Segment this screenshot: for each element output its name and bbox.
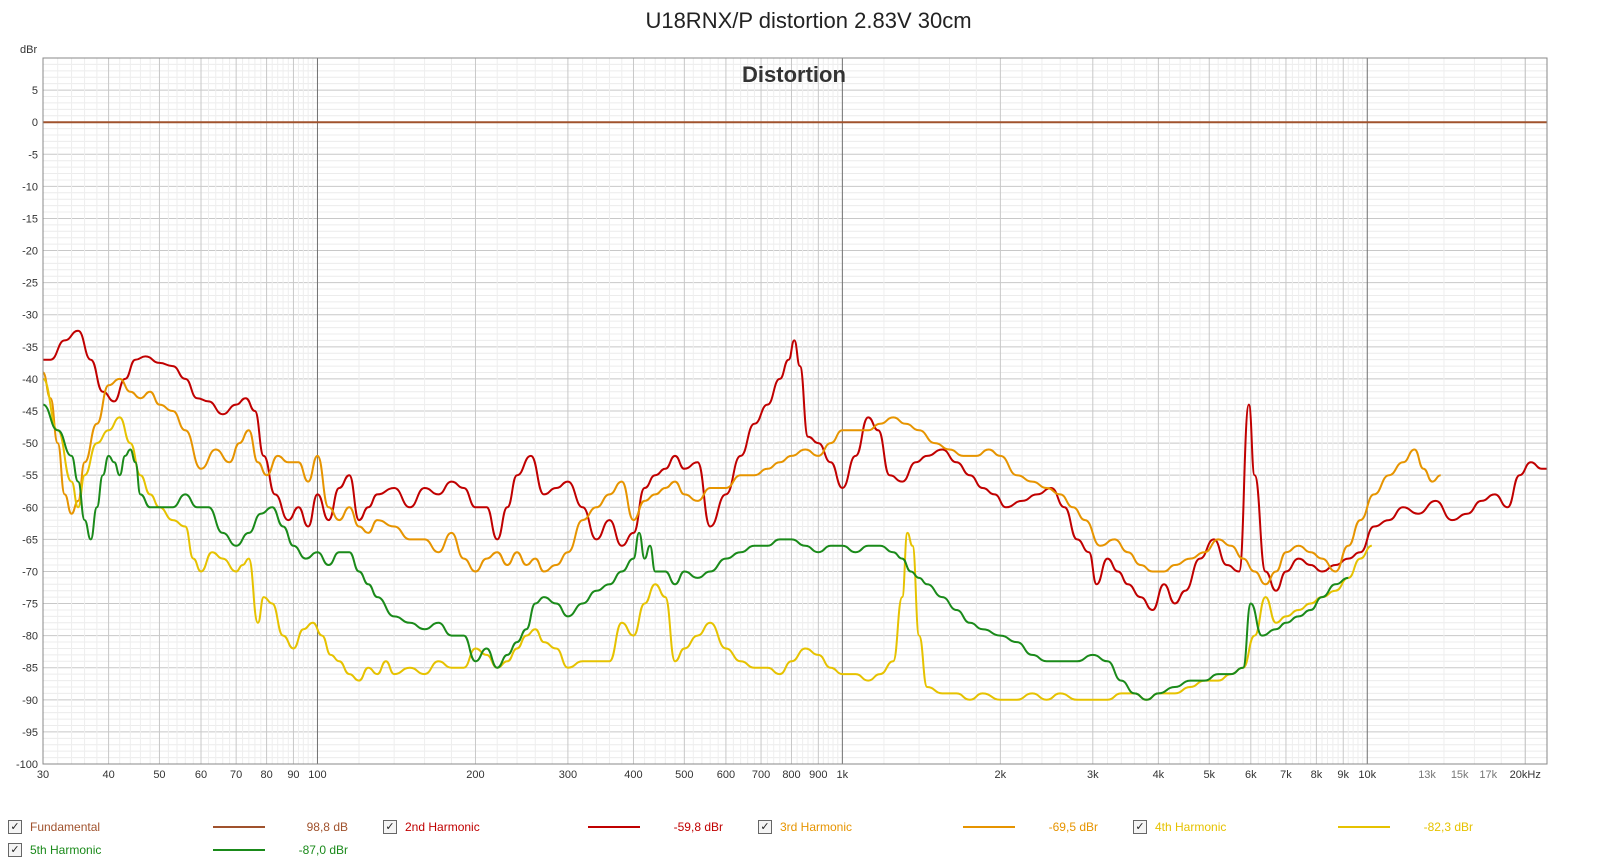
x-tick-label: 900 [809,769,827,781]
x-tick-label: 5k [1203,769,1215,781]
legend-value: 98,8 dB [306,820,348,834]
x-tick-label: 3k [1087,769,1099,781]
x-tick-label: 40 [102,769,114,781]
x-tick-label: 13k [1418,769,1436,781]
legend-value: -59,8 dBr [673,820,723,834]
legend-label: 5th Harmonic [30,843,102,857]
y-tick-label: -5 [28,149,38,161]
x-tick-label: 1k [837,769,849,781]
x-tick-label: 500 [675,769,693,781]
series-line-4th-harmonic [42,377,1373,701]
legend-swatch-4th-harmonic [1338,826,1390,828]
x-tick-label: 800 [782,769,800,781]
y-tick-label: 5 [32,85,38,97]
x-tick-label: 400 [624,769,642,781]
legend-swatch-2nd-harmonic [588,826,640,828]
y-tick-label: -40 [22,374,38,386]
x-tick-label: 2k [995,769,1007,781]
y-axis-label: dBr [20,44,37,56]
x-tick-label: 4k [1153,769,1165,781]
legend-checkbox-4th-harmonic[interactable]: ✓ [1133,820,1147,834]
x-tick-label: 700 [752,769,770,781]
x-tick-label: 200 [466,769,484,781]
y-tick-label: -25 [22,278,38,290]
legend-label: 2nd Harmonic [405,820,480,834]
y-tick-label: -65 [22,534,38,546]
grid [42,57,1548,765]
y-tick-label: -55 [22,470,38,482]
y-tick-label: -20 [22,246,38,258]
legend-item-5th-harmonic[interactable]: ✓ 5th Harmonic [8,840,101,860]
x-tick-label: 10k [1358,769,1376,781]
x-tick-label: 70 [230,769,242,781]
legend-swatch-5th-harmonic [213,849,265,851]
y-tick-label: -80 [22,631,38,643]
x-axis-ticks: 30 40 50 60 70 80 90 100 200 300 400 500 600 700 800 90… [37,769,1541,781]
plot-inner-title: Distortion [742,62,846,87]
series-line-5th-harmonic [42,403,1349,701]
y-tick-label: -45 [22,406,38,418]
legend-item-fundamental[interactable]: ✓ Fundamental [8,817,100,837]
x-tick-label: 90 [287,769,299,781]
x-tick-label: 50 [153,769,165,781]
y-tick-label: 0 [32,117,38,129]
y-tick-label: -95 [22,727,38,739]
y-tick-label: -35 [22,342,38,354]
y-tick-label: -90 [22,695,38,707]
legend-checkbox-3rd-harmonic[interactable]: ✓ [758,820,772,834]
x-tick-label: 20kHz [1510,769,1541,781]
series-line-3rd-harmonic [42,371,1441,586]
y-tick-label: -30 [22,310,38,322]
x-tick-label: 80 [260,769,272,781]
y-tick-label: -15 [22,213,38,225]
series-lines [42,121,1547,701]
x-tick-label: 8k [1311,769,1323,781]
y-tick-label: -60 [22,502,38,514]
legend-label: Fundamental [30,820,101,834]
x-tick-label: 100 [308,769,326,781]
legend-swatch-fundamental [213,826,265,828]
legend-value: -82,3 dBr [1423,820,1473,834]
y-tick-label: -10 [22,181,38,193]
x-tick-label: 300 [559,769,577,781]
series-line-2nd-harmonic [43,329,1547,611]
x-tick-label: 7k [1280,769,1292,781]
legend-item-4th-harmonic[interactable]: ✓ 4th Harmonic [1133,817,1226,837]
legend-value: -69,5 dBr [1048,820,1098,834]
x-tick-label: 9k [1337,769,1349,781]
legend-label: 4th Harmonic [1155,820,1227,834]
x-tick-label: 15k [1451,769,1469,781]
x-tick-label: 60 [195,769,207,781]
plot-frame [42,57,1548,765]
y-axis-ticks: 5 0 -5 -10 -15 -20 -25 -30 -35 -40 -45 -50 -55 -60 -65… [16,85,38,771]
distortion-chart: 50-5-10-15-20-25-30-35-40-45-50-55-60-65… [16,44,1548,781]
legend-checkbox-5th-harmonic[interactable]: ✓ [8,843,22,857]
y-tick-label: -50 [22,438,38,450]
legend: ✓ Fundamental 98,8 dB ✓ 2nd Harmonic -59,8 dB… [0,817,1617,863]
chart-title: U18RNX/P distortion 2.83V 30cm [645,8,972,33]
x-tick-label: 600 [717,769,735,781]
y-tick-label: -75 [22,599,38,611]
legend-checkbox-2nd-harmonic[interactable]: ✓ [383,820,397,834]
y-tick-label: -100 [16,759,38,771]
x-tick-label: 6k [1245,769,1257,781]
legend-item-2nd-harmonic[interactable]: ✓ 2nd Harmonic [383,817,480,837]
x-tick-label: 17k [1479,769,1497,781]
y-tick-label: -70 [22,566,38,578]
legend-item-3rd-harmonic[interactable]: ✓ 3rd Harmonic [758,817,852,837]
legend-swatch-3rd-harmonic [963,826,1015,828]
legend-label: 3rd Harmonic [780,820,853,834]
x-tick-label: 30 [37,769,49,781]
legend-checkbox-fundamental[interactable]: ✓ [8,820,22,834]
y-tick-label: -85 [22,663,38,675]
legend-value: -87,0 dBr [298,843,348,857]
